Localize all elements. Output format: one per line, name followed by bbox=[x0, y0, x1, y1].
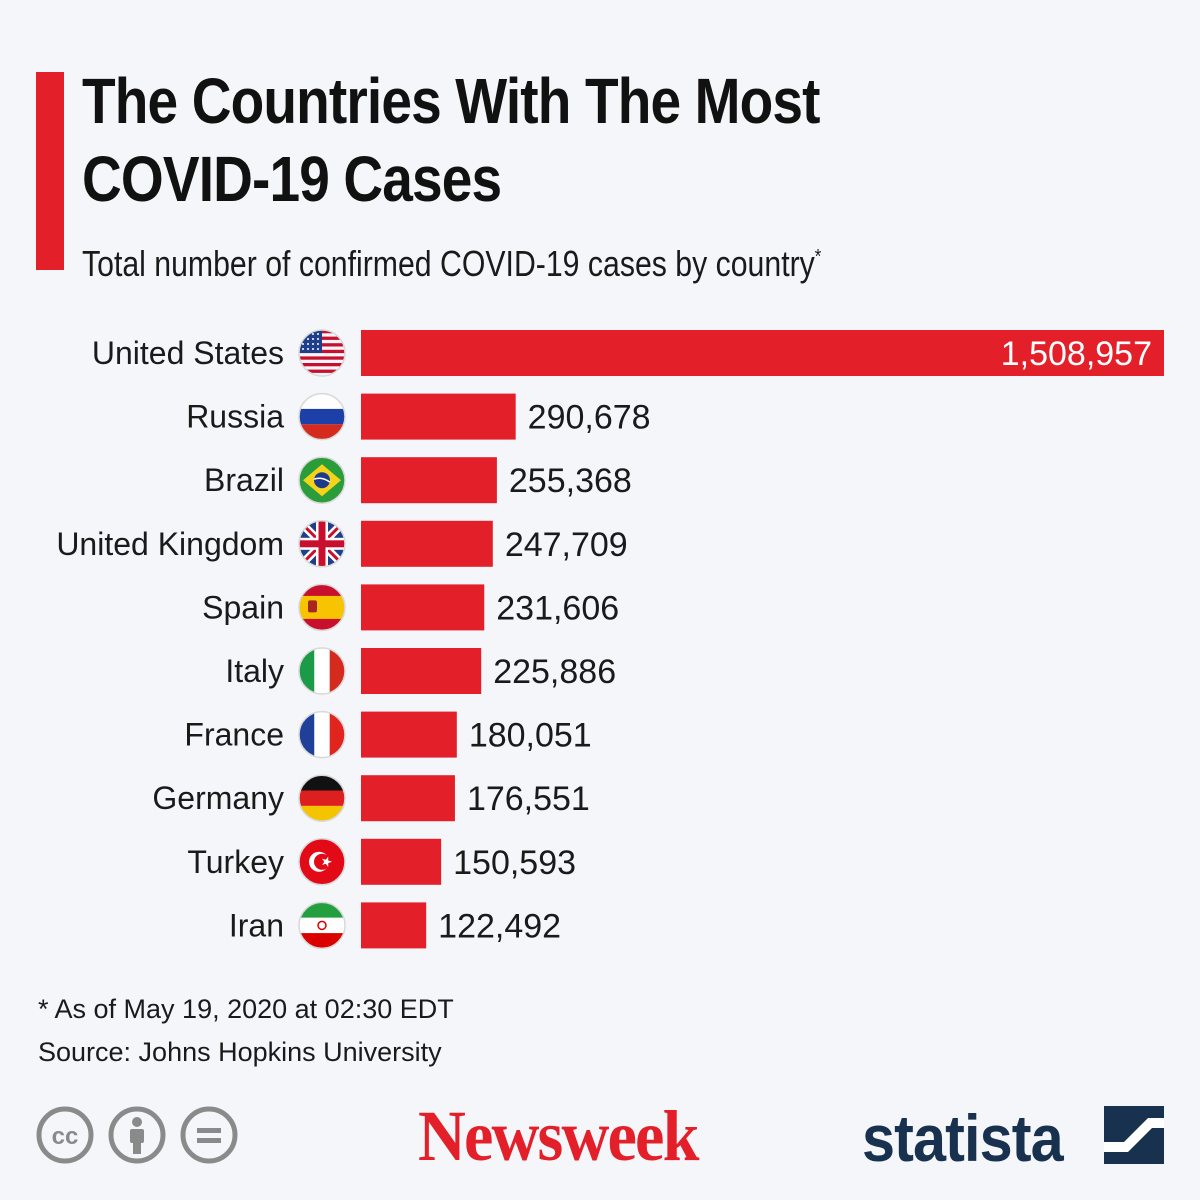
category-label: Brazil bbox=[204, 462, 284, 498]
chart-subtitle: Total number of confirmed COVID-19 cases… bbox=[82, 236, 821, 285]
value-label: 1,508,957 bbox=[1001, 335, 1152, 373]
category-label: Russia bbox=[186, 399, 284, 435]
chart-row: France 180,051 bbox=[184, 710, 592, 759]
value-label: 122,492 bbox=[438, 907, 561, 945]
chart-row: Turkey 150,593 bbox=[187, 838, 576, 886]
category-label: United Kingdom bbox=[56, 526, 284, 562]
no-derivatives-icon[interactable] bbox=[180, 1106, 238, 1164]
russia-flag-icon bbox=[298, 392, 346, 441]
license-icons: cc bbox=[36, 1106, 238, 1164]
bar bbox=[361, 902, 427, 949]
value-label: 150,593 bbox=[453, 844, 576, 882]
germany-flag-icon bbox=[298, 774, 346, 822]
us-flag-icon bbox=[298, 329, 346, 377]
category-label: France bbox=[184, 717, 284, 753]
chart-row: United Kingdom 247,709 bbox=[56, 520, 628, 568]
subtitle-text: Total number of confirmed COVID-19 cases… bbox=[82, 243, 815, 284]
value-label: 290,678 bbox=[528, 399, 651, 437]
iran-flag-icon bbox=[298, 901, 346, 950]
category-label: Germany bbox=[152, 780, 284, 816]
title-line-2: COVID-19 Cases bbox=[82, 143, 502, 215]
bar bbox=[361, 584, 485, 631]
bar-chart: United States 1,508,957 Russia 290,678 Brazi… bbox=[56, 329, 1164, 950]
bar bbox=[361, 838, 442, 885]
bar bbox=[361, 330, 1164, 376]
bar bbox=[361, 457, 497, 504]
subtitle-asterisk: * bbox=[814, 246, 822, 268]
category-label: Italy bbox=[225, 653, 284, 689]
chart-row: United States 1,508,957 bbox=[92, 329, 1164, 377]
title-accent-bar bbox=[36, 72, 64, 270]
france-flag-icon bbox=[298, 710, 346, 759]
value-label: 231,606 bbox=[496, 589, 619, 627]
chart-rows: United States 1,508,957 Russia 290,678 Brazi… bbox=[56, 329, 1164, 950]
category-label: Spain bbox=[202, 589, 284, 625]
attribution-icon[interactable] bbox=[108, 1106, 166, 1164]
title-line-1: The Countries With The Most bbox=[82, 65, 820, 137]
chart-row: Italy 225,886 bbox=[225, 647, 616, 695]
category-label: United States bbox=[92, 335, 284, 371]
svg-text:cc: cc bbox=[52, 1123, 79, 1150]
value-label: 255,368 bbox=[509, 462, 632, 500]
brazil-flag-icon bbox=[298, 456, 346, 504]
statista-logo-icon bbox=[1104, 1106, 1164, 1164]
spain-flag-icon bbox=[298, 583, 346, 632]
chart-row: Germany 176,551 bbox=[152, 774, 590, 822]
chart-row: Russia 290,678 bbox=[186, 392, 651, 441]
chart-row: Brazil 255,368 bbox=[204, 456, 632, 504]
uk-flag-icon bbox=[298, 520, 346, 568]
turkey-flag-icon bbox=[298, 838, 346, 886]
statista-logo-text: statista bbox=[862, 1101, 1064, 1175]
bar bbox=[361, 393, 516, 440]
value-label: 225,886 bbox=[493, 653, 616, 691]
category-label: Iran bbox=[229, 907, 284, 943]
newsweek-logo: Newsweek bbox=[418, 1096, 699, 1176]
category-label: Turkey bbox=[187, 844, 284, 880]
bar bbox=[361, 520, 493, 567]
value-label: 176,551 bbox=[467, 780, 590, 818]
source-note: Source: Johns Hopkins University bbox=[38, 1037, 442, 1067]
bar bbox=[361, 775, 455, 822]
footnote: * As of May 19, 2020 at 02:30 EDT bbox=[38, 994, 454, 1024]
cc-icon[interactable]: cc bbox=[36, 1106, 94, 1164]
chart-row: Spain 231,606 bbox=[202, 583, 619, 632]
value-label: 180,051 bbox=[469, 717, 592, 755]
chart-title: The Countries With The Most COVID-19 Cas… bbox=[82, 62, 942, 218]
italy-flag-icon bbox=[298, 647, 346, 695]
chart-row: Iran 122,492 bbox=[229, 901, 561, 950]
bar bbox=[361, 648, 482, 694]
bar bbox=[361, 711, 457, 758]
value-label: 247,709 bbox=[505, 526, 628, 564]
